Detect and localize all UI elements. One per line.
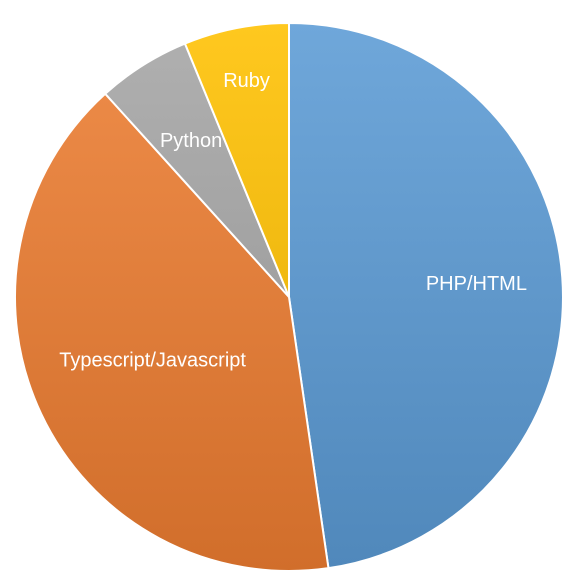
pie-label-python: Python <box>160 130 222 152</box>
pie-slice-typescript-javascript <box>14 92 330 572</box>
pie-label-ruby: Ruby <box>223 70 270 92</box>
pie-label-php-html: PHP/HTML <box>426 273 527 295</box>
pie-slices <box>14 21 564 572</box>
pie-label-typescript-javascript: Typescript/Javascript <box>59 349 246 371</box>
pie-slice-ruby <box>183 21 290 298</box>
pie-slice-php-html <box>288 21 564 570</box>
pie-labels: PHP/HTML Typescript/Javascript Python Ruby <box>59 70 527 371</box>
